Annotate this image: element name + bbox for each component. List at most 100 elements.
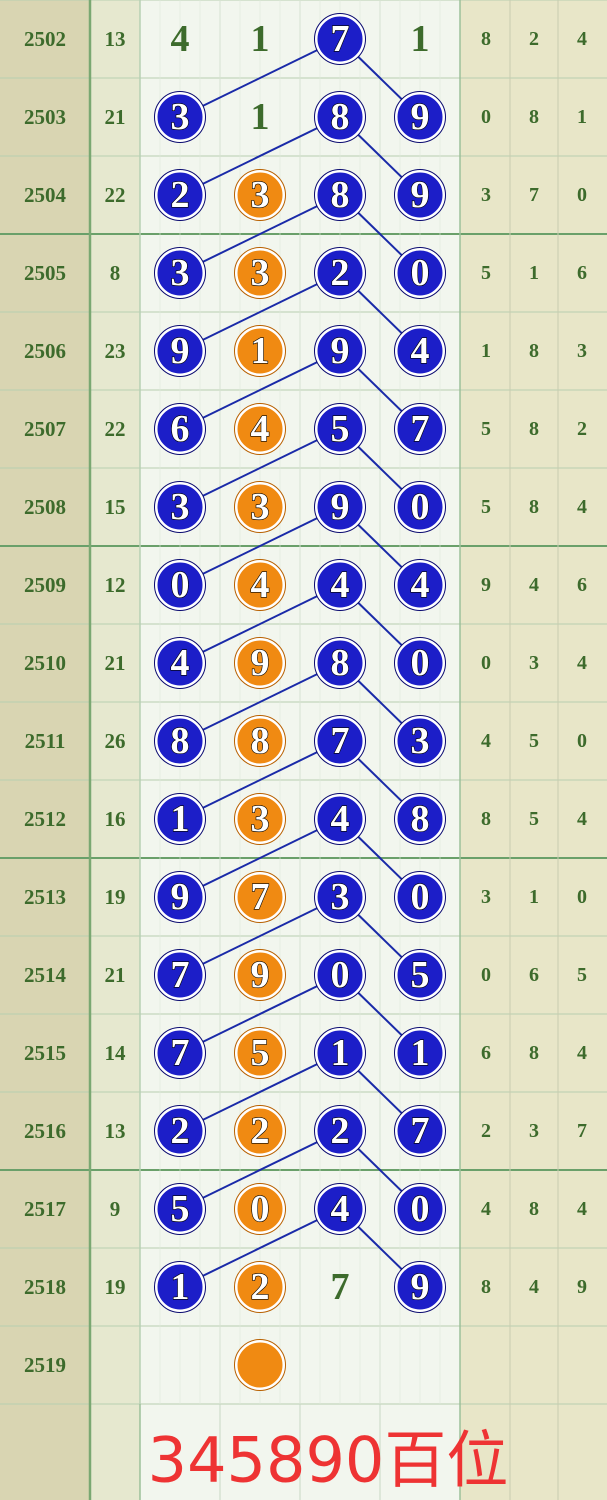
sum: 8 bbox=[110, 261, 121, 285]
ball bbox=[314, 1105, 366, 1157]
tail-digit: 6 bbox=[481, 1042, 491, 1064]
ball-rim bbox=[154, 169, 206, 221]
ball-rim bbox=[154, 949, 206, 1001]
ball-digit: 3 bbox=[331, 876, 350, 918]
tail-digit: 8 bbox=[529, 1042, 539, 1064]
ball-digit: 7 bbox=[171, 954, 190, 996]
tail-digit: 8 bbox=[529, 1198, 539, 1220]
ball-rim bbox=[394, 637, 446, 689]
ball-digit: 4 bbox=[411, 564, 430, 606]
ball bbox=[314, 13, 366, 65]
tail-digit: 5 bbox=[529, 730, 539, 752]
tail-digit: 3 bbox=[481, 184, 491, 206]
period: 2516 bbox=[24, 1119, 66, 1143]
tail-digit: 8 bbox=[529, 106, 539, 128]
ball-digit: 0 bbox=[171, 564, 190, 606]
ball-rim bbox=[234, 1027, 286, 1079]
ball bbox=[314, 949, 366, 1001]
ball-rim bbox=[314, 169, 366, 221]
ball-digit: 8 bbox=[171, 720, 190, 762]
ball-rim bbox=[314, 559, 366, 611]
ball bbox=[394, 637, 446, 689]
tail-digit: 5 bbox=[577, 964, 587, 986]
ball bbox=[234, 169, 286, 221]
ball bbox=[314, 793, 366, 845]
ball-digit: 7 bbox=[411, 408, 430, 450]
tail-digit: 3 bbox=[577, 340, 587, 362]
ball bbox=[394, 403, 446, 455]
ball-digit: 4 bbox=[411, 330, 430, 372]
ball-rim bbox=[154, 715, 206, 767]
ball bbox=[394, 169, 446, 221]
trend-link bbox=[179, 506, 341, 586]
ball bbox=[394, 949, 446, 1001]
ball-rim bbox=[234, 169, 286, 221]
ball-rim bbox=[314, 481, 366, 533]
caption: 345890百位 bbox=[148, 1424, 509, 1497]
ball-rim bbox=[234, 481, 286, 533]
ball bbox=[154, 91, 206, 143]
ball-digit: 4 bbox=[331, 798, 350, 840]
ball-rim bbox=[234, 403, 286, 455]
trend-link bbox=[179, 272, 341, 352]
ball bbox=[234, 1183, 286, 1235]
ball-rim bbox=[234, 1183, 286, 1235]
ball-digit: 3 bbox=[171, 96, 190, 138]
ball-rim bbox=[314, 871, 366, 923]
ball-digit: 7 bbox=[251, 876, 270, 918]
ball-rim bbox=[154, 637, 206, 689]
trend-link bbox=[179, 974, 341, 1054]
ball-rim bbox=[394, 949, 446, 1001]
sum: 21 bbox=[105, 963, 126, 987]
ball-digit: 1 bbox=[251, 330, 270, 372]
ball bbox=[154, 871, 206, 923]
ball-digit: 0 bbox=[411, 876, 430, 918]
ball-digit: 3 bbox=[171, 486, 190, 528]
trend-link bbox=[179, 194, 341, 274]
tail-digit: 2 bbox=[529, 28, 539, 50]
ball-rim bbox=[394, 247, 446, 299]
tail-digit: 8 bbox=[481, 1276, 491, 1298]
ball bbox=[394, 871, 446, 923]
trend-link bbox=[179, 38, 341, 118]
ball bbox=[314, 1027, 366, 1079]
ball-rim bbox=[394, 481, 446, 533]
ball bbox=[314, 403, 366, 455]
ball-rim bbox=[154, 481, 206, 533]
period: 2511 bbox=[25, 729, 66, 753]
tail-digit: 1 bbox=[481, 340, 491, 362]
ball-rim bbox=[234, 1105, 286, 1157]
ball-rim bbox=[314, 247, 366, 299]
period: 2517 bbox=[24, 1197, 66, 1221]
period: 2507 bbox=[24, 417, 66, 441]
ball-digit: 4 bbox=[251, 564, 270, 606]
period: 2515 bbox=[24, 1041, 66, 1065]
ball-rim bbox=[394, 1105, 446, 1157]
ball-digit: 1 bbox=[171, 1266, 190, 1308]
tail-digit: 7 bbox=[577, 1120, 587, 1142]
ball-digit: 2 bbox=[171, 1110, 190, 1152]
ball-rim bbox=[234, 325, 286, 377]
sum: 12 bbox=[105, 573, 126, 597]
ball-digit: 0 bbox=[411, 486, 430, 528]
tail-digit: 3 bbox=[529, 1120, 539, 1142]
ball-rim bbox=[394, 1027, 446, 1079]
ball-rim bbox=[394, 1261, 446, 1313]
tail-digit: 0 bbox=[577, 184, 587, 206]
plain-digit: 4 bbox=[171, 18, 190, 60]
ball bbox=[234, 949, 286, 1001]
sum: 9 bbox=[110, 1197, 121, 1221]
ball bbox=[154, 169, 206, 221]
ball-rim bbox=[234, 1339, 286, 1391]
ball-rim bbox=[314, 715, 366, 767]
ball-digit: 0 bbox=[411, 1188, 430, 1230]
sum: 21 bbox=[105, 651, 126, 675]
ball bbox=[314, 325, 366, 377]
ball-rim bbox=[234, 1261, 286, 1313]
ball-rim bbox=[314, 1183, 366, 1235]
tail-digit: 5 bbox=[481, 496, 491, 518]
ball-digit: 0 bbox=[411, 642, 430, 684]
ball-rim bbox=[314, 403, 366, 455]
tail-digit: 9 bbox=[577, 1276, 587, 1298]
